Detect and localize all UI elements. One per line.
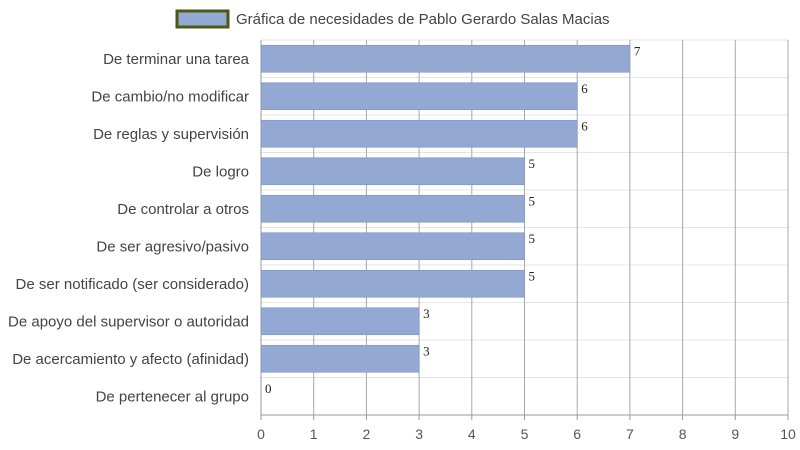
bar xyxy=(260,344,420,373)
x-tick-label: 0 xyxy=(257,426,265,442)
x-tick-label: 2 xyxy=(363,426,371,442)
data-label: 6 xyxy=(581,118,588,133)
category-label: De pertenecer al grupo xyxy=(96,388,249,405)
data-label: 5 xyxy=(529,156,536,171)
bar xyxy=(260,119,578,148)
legend-swatch xyxy=(175,9,230,29)
category-label: De terminar una tarea xyxy=(103,51,250,68)
bar xyxy=(260,194,525,223)
x-tick-label: 1 xyxy=(310,426,318,442)
bar xyxy=(260,307,420,336)
category-label: De reglas y supervisión xyxy=(93,126,249,143)
legend-label: Gráfica de necesidades de Pablo Gerardo … xyxy=(236,11,610,28)
category-label: De acercamiento y afecto (afinidad) xyxy=(12,351,249,368)
data-label: 3 xyxy=(423,306,430,321)
x-tick-label: 6 xyxy=(573,426,581,442)
data-label: 5 xyxy=(529,268,536,283)
data-labels: 7 6 6 5 5 5 5 3 3 0 xyxy=(265,43,641,396)
x-tick-label: 5 xyxy=(521,426,529,442)
category-label: De apoyo del supervisor o autoridad xyxy=(8,313,249,330)
bar xyxy=(260,157,525,186)
data-label: 0 xyxy=(265,381,272,396)
x-tick-label: 9 xyxy=(731,426,739,442)
legend: Gráfica de necesidades de Pablo Gerardo … xyxy=(175,9,610,29)
bar xyxy=(260,232,525,261)
bar xyxy=(260,44,631,73)
data-label: 3 xyxy=(423,343,430,358)
category-labels: De terminar una tarea De cambio/no modifi… xyxy=(8,51,250,406)
data-label: 6 xyxy=(581,81,588,96)
category-label: De controlar a otros xyxy=(117,201,249,218)
data-label: 7 xyxy=(634,43,641,58)
data-label: 5 xyxy=(529,193,536,208)
category-label: De cambio/no modificar xyxy=(91,88,249,105)
bar xyxy=(260,82,578,111)
x-tick-label: 4 xyxy=(468,426,476,442)
x-tick-label: 10 xyxy=(780,426,796,442)
bar xyxy=(260,269,525,298)
x-axis-ticks: 0 1 2 3 4 5 6 7 8 9 10 xyxy=(257,415,796,442)
bars xyxy=(260,44,631,373)
category-label: De logro xyxy=(192,163,249,180)
x-tick-label: 8 xyxy=(679,426,687,442)
x-tick-label: 3 xyxy=(415,426,423,442)
category-label: De ser agresivo/pasivo xyxy=(96,238,249,255)
x-tick-label: 7 xyxy=(626,426,634,442)
data-label: 5 xyxy=(529,231,536,246)
category-label: De ser notificado (ser considerado) xyxy=(16,276,249,293)
